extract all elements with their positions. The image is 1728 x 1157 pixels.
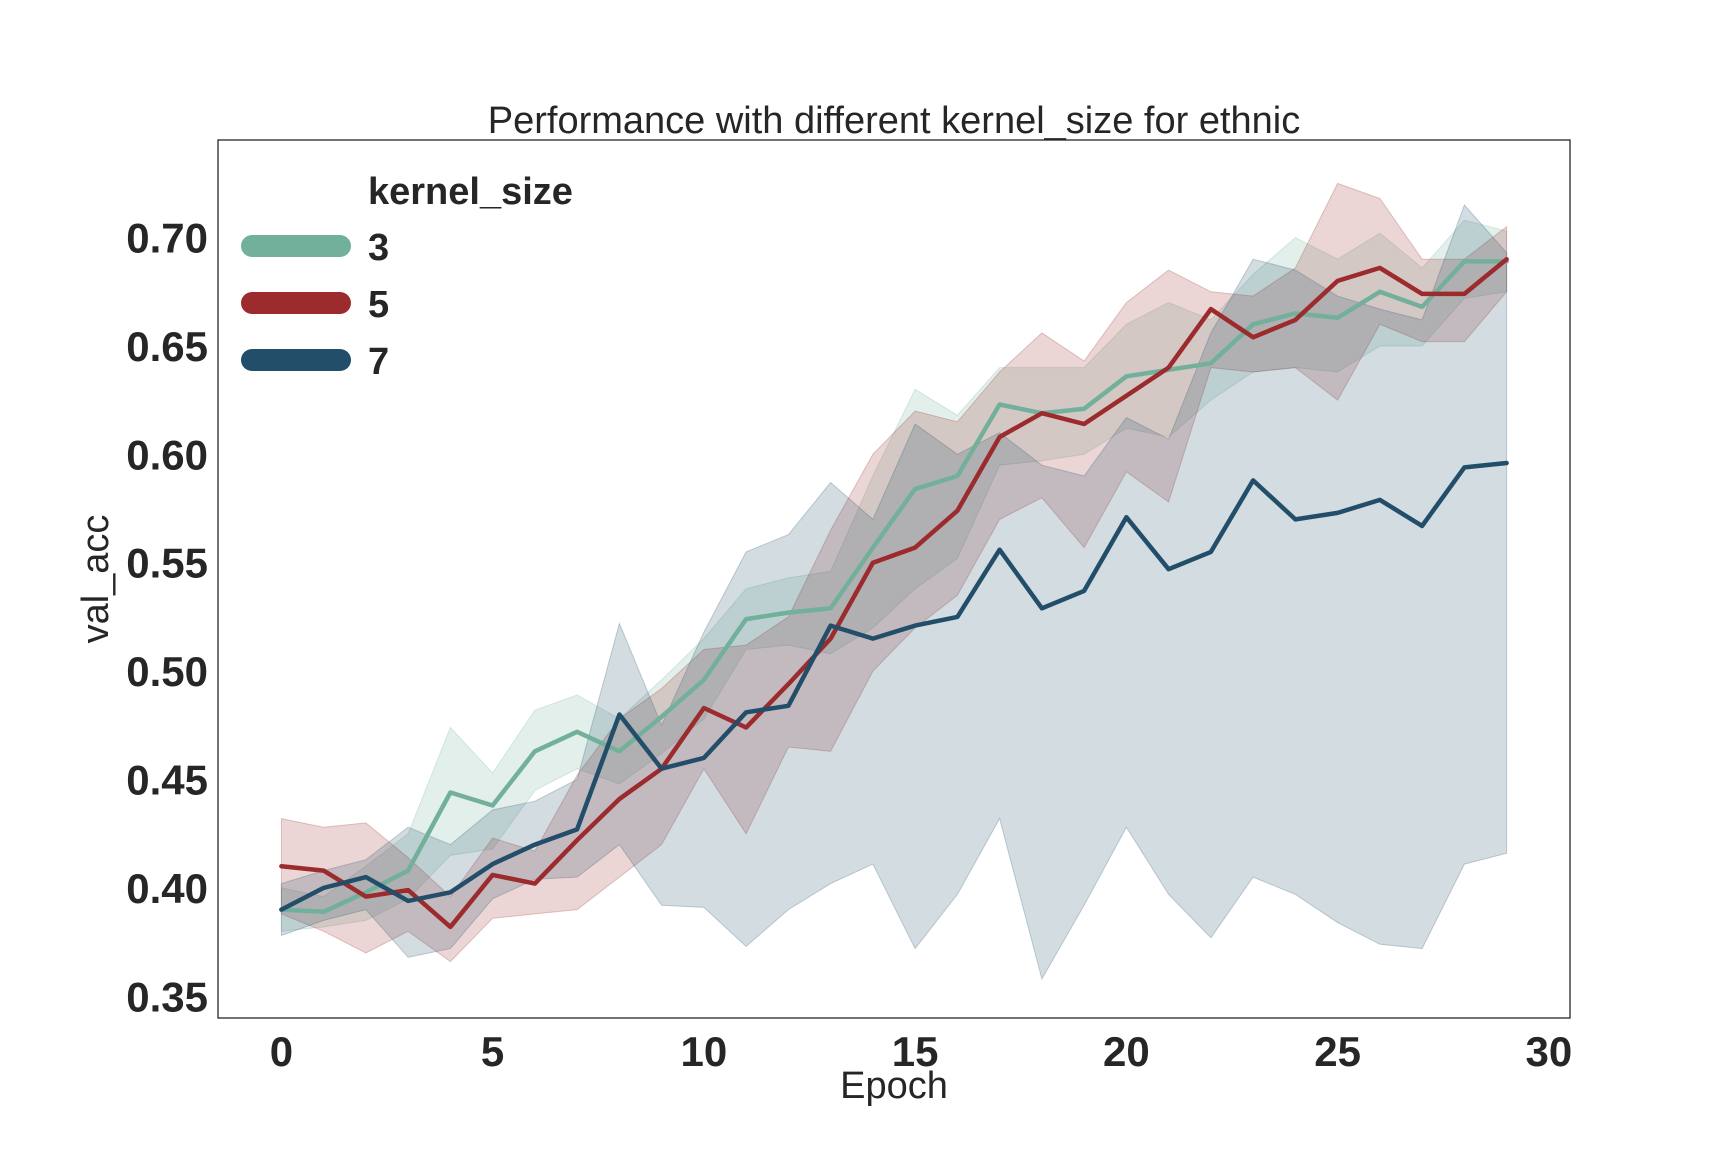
band-series-5 bbox=[280, 182, 1508, 963]
x-tick-label: 10 bbox=[681, 1028, 728, 1075]
y-axis-label: val_acc bbox=[75, 515, 117, 644]
x-axis-ticks: 0 5 10 15 20 25 30 bbox=[270, 1028, 1573, 1075]
x-tick-label: 5 bbox=[481, 1028, 504, 1075]
y-tick-label: 0.50 bbox=[126, 648, 208, 695]
x-tick-label: 20 bbox=[1103, 1028, 1150, 1075]
x-tick-label: 15 bbox=[892, 1028, 939, 1075]
y-tick-label: 0.45 bbox=[126, 757, 208, 804]
y-tick-label: 0.70 bbox=[126, 215, 208, 262]
plot-frame bbox=[217, 139, 1571, 1019]
y-tick-label: 0.60 bbox=[126, 431, 208, 478]
legend: kernel_size 3 5 7 bbox=[241, 171, 573, 383]
x-tick-label: 30 bbox=[1526, 1028, 1573, 1075]
x-tick-label: 25 bbox=[1314, 1028, 1361, 1075]
x-axis-label: Epoch bbox=[840, 1065, 948, 1107]
x-tick-label: 0 bbox=[270, 1028, 293, 1075]
y-axis-ticks: 0.35 0.40 0.45 0.50 0.55 0.60 0.65 0.70 bbox=[126, 215, 208, 1021]
line-series-5 bbox=[279, 256, 1509, 930]
band-series-7 bbox=[280, 204, 1508, 981]
band-series-3 bbox=[280, 219, 1508, 932]
legend-label-3: 3 bbox=[368, 227, 389, 269]
y-tick-label: 0.65 bbox=[126, 323, 208, 370]
line-series-7 bbox=[279, 460, 1509, 912]
legend-label-7: 7 bbox=[368, 341, 389, 383]
series-lines bbox=[279, 256, 1509, 930]
y-tick-label: 0.40 bbox=[126, 865, 208, 912]
legend-title: kernel_size bbox=[368, 171, 573, 213]
y-tick-label: 0.35 bbox=[126, 973, 208, 1020]
confidence-bands bbox=[280, 182, 1508, 981]
chart-title: Performance with different kernel_size f… bbox=[488, 100, 1300, 142]
legend-label-5: 5 bbox=[368, 284, 389, 326]
y-tick-label: 0.55 bbox=[126, 540, 208, 587]
